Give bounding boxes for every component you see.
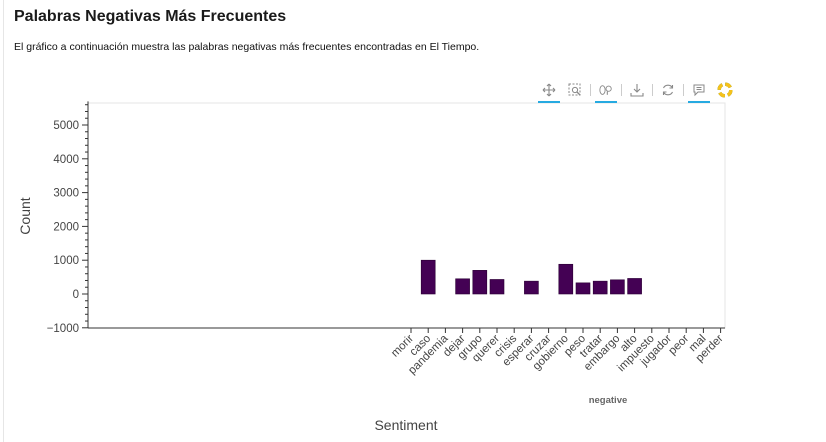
- series-label: negative: [589, 395, 628, 406]
- pan-tool[interactable]: [536, 79, 562, 103]
- bar-alto[interactable]: [627, 278, 642, 295]
- wheel-zoom-icon: [599, 85, 612, 95]
- toolbar-divider: [590, 84, 591, 96]
- bar-gobierno[interactable]: [558, 263, 574, 295]
- bar-tratar[interactable]: [592, 280, 608, 295]
- y-axis: −1000 0 1000 2000 3000 4000 5000: [47, 101, 89, 335]
- save-tool[interactable]: [624, 79, 650, 101]
- bar-peso[interactable]: [575, 282, 591, 295]
- pan-icon: [542, 83, 556, 97]
- reset-tool[interactable]: [655, 79, 681, 101]
- toolbar-divider: [652, 84, 653, 96]
- y-tick-label: 1000: [53, 255, 79, 267]
- save-icon: [630, 84, 644, 97]
- x-axis: morircasopandemiadejargrupoquerercrisise…: [88, 327, 726, 377]
- x-axis-label: Sentiment: [374, 417, 437, 433]
- reset-icon: [662, 84, 674, 96]
- bokeh-logo-icon: [717, 82, 733, 98]
- bar-embargo[interactable]: [610, 279, 625, 295]
- y-tick-label: 0: [73, 289, 79, 301]
- y-tick-label: 4000: [53, 154, 79, 166]
- bar-dejar[interactable]: [455, 278, 470, 295]
- bar-querer[interactable]: [489, 279, 505, 295]
- toolbar-divider: [683, 84, 684, 96]
- y-tick-label: −1000: [47, 323, 79, 335]
- bar-esperar[interactable]: [524, 280, 539, 295]
- box-zoom-icon: [568, 83, 581, 96]
- y-tick-label: 5000: [53, 120, 79, 132]
- bar-grupo[interactable]: [472, 270, 488, 295]
- y-axis-label: Count: [17, 197, 33, 234]
- bar-group: [420, 259, 642, 295]
- wheel-zoom-tool[interactable]: [593, 79, 619, 103]
- hover-tool[interactable]: [686, 79, 712, 103]
- chart-toolbar: [536, 78, 738, 103]
- page-title: Palabras Negativas Más Frecuentes: [14, 8, 287, 25]
- page-description: El gráfico a continuación muestra las pa…: [14, 41, 480, 53]
- bar-caso[interactable]: [420, 259, 436, 295]
- y-tick-label: 3000: [53, 188, 79, 200]
- hover-icon: [693, 84, 705, 97]
- bokeh-logo[interactable]: [712, 79, 738, 101]
- page-left-border: [3, 0, 4, 442]
- box-zoom-tool[interactable]: [562, 79, 588, 101]
- y-tick-label: 2000: [53, 221, 79, 233]
- toolbar-divider: [621, 84, 622, 96]
